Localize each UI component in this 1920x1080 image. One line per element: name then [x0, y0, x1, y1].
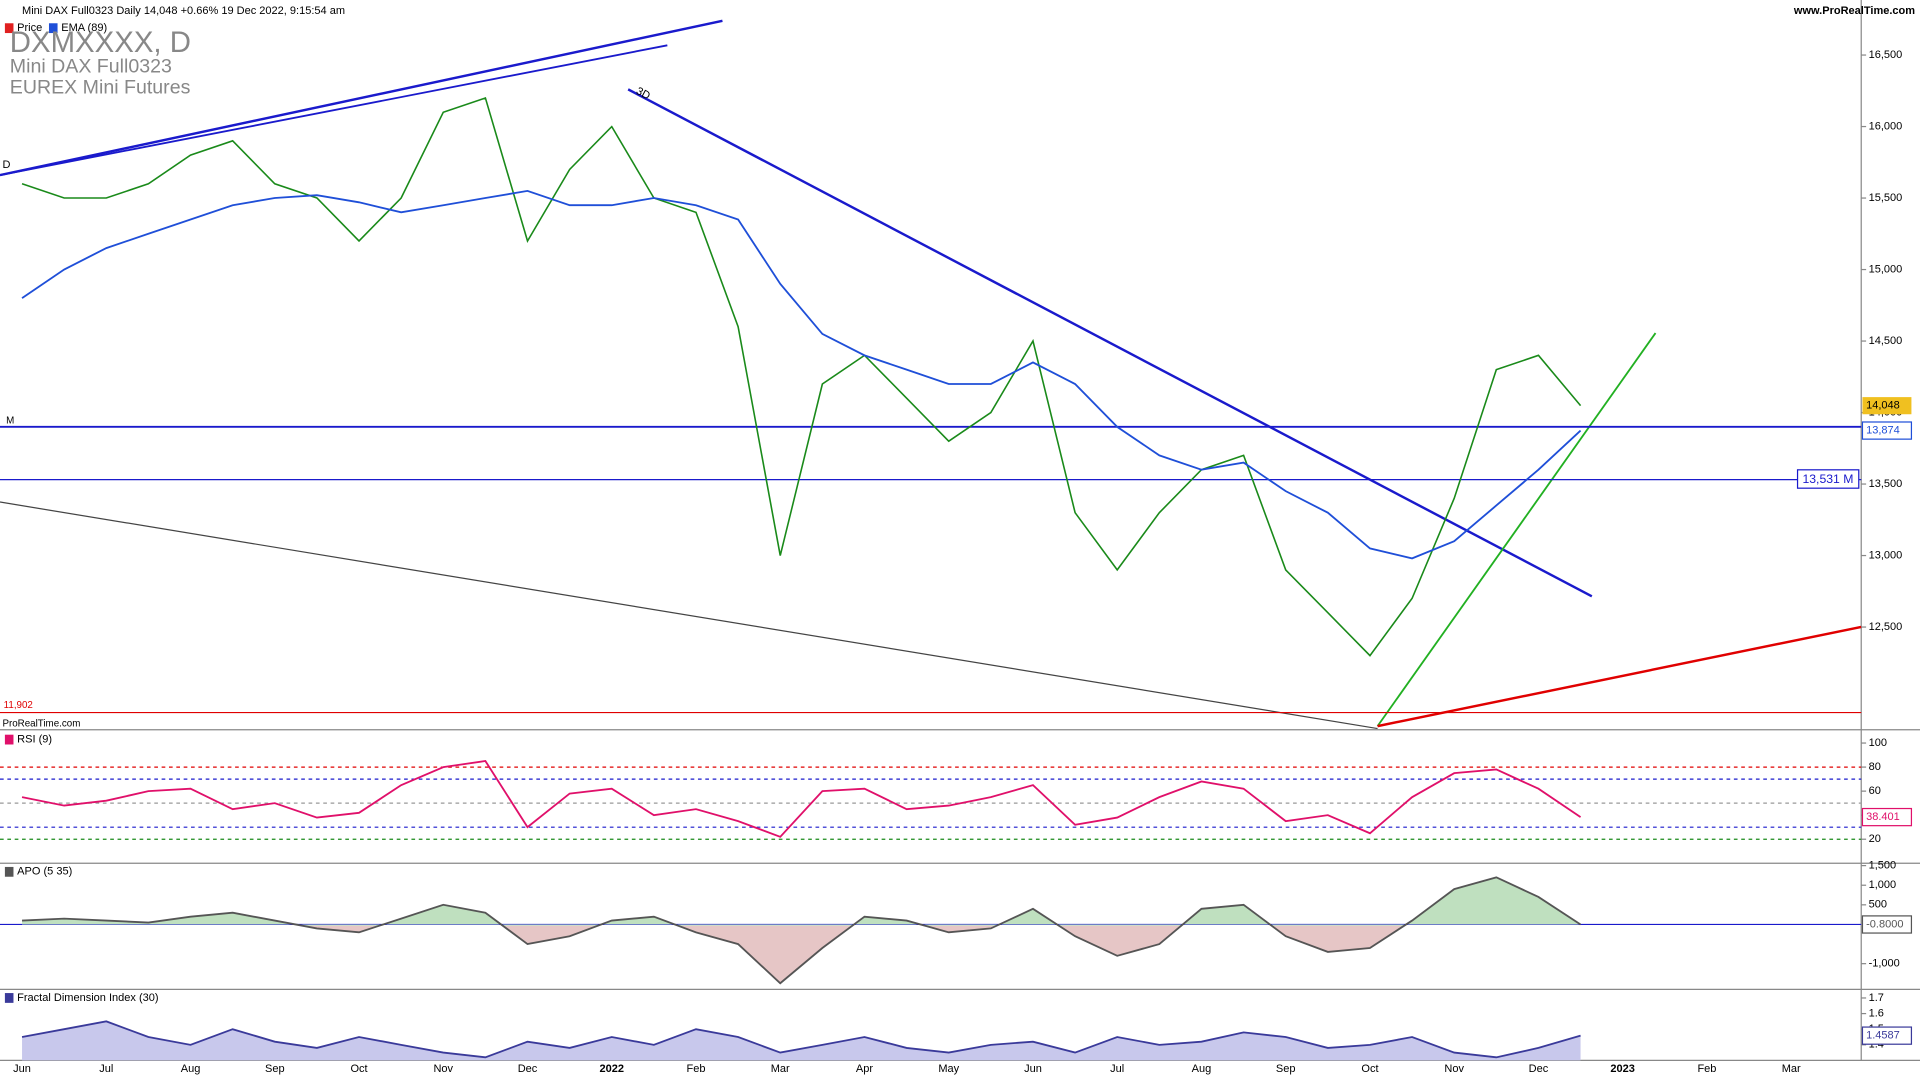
trendline: [0, 19, 723, 177]
last-value-box: [1861, 1026, 1913, 1045]
y-tick-label: 20: [1869, 833, 1881, 845]
y-tick-label: 500: [1869, 899, 1887, 911]
series-line: [21, 876, 1582, 985]
x-tick-label: Jun: [13, 1063, 31, 1075]
panel-title: RSI (9): [17, 733, 52, 745]
x-tick-label: Jul: [1110, 1063, 1124, 1075]
y-tick-label: 1,500: [1869, 860, 1897, 872]
y-tick-label: -1,000: [1869, 958, 1900, 970]
area-negative: [302, 925, 1405, 984]
x-tick-label: Mar: [1782, 1063, 1801, 1075]
trendline: [0, 501, 1378, 730]
y-tick-label: 16,000: [1869, 120, 1903, 132]
y-tick-label: 1.6: [1869, 1007, 1884, 1019]
legend-entry: Price: [17, 22, 42, 34]
last-value-box: [1861, 915, 1913, 934]
y-tick-label: 14,500: [1869, 335, 1903, 347]
header-site: www.ProRealTime.com: [1793, 5, 1915, 17]
series-line: [21, 1020, 1581, 1059]
legend-swatch: [48, 23, 58, 34]
x-tick-label: Nov: [433, 1063, 453, 1075]
y-tick-label: 100: [1869, 737, 1887, 749]
series-line: [21, 96, 1582, 657]
x-tick-label: Dec: [1529, 1063, 1549, 1075]
hline-label-box: [1796, 469, 1860, 489]
last-value-box: [1861, 421, 1913, 440]
x-tick-label: 2022: [599, 1063, 624, 1075]
last-value-box: [1862, 397, 1912, 415]
instrument: Mini DAX Full0323: [10, 56, 172, 78]
y-tick-label: 60: [1869, 785, 1881, 797]
x-tick-label: Aug: [1192, 1063, 1212, 1075]
trendline: [1377, 625, 1862, 728]
x-tick-label: Feb: [1697, 1063, 1716, 1075]
x-tick-label: Apr: [856, 1063, 873, 1075]
panel-title-swatch: [4, 866, 14, 877]
last-value-label: 1.4587: [1866, 1030, 1900, 1042]
legend-swatch: [4, 23, 14, 34]
exchange: EUREX Mini Futures: [10, 76, 191, 98]
x-tick-label: Jul: [99, 1063, 113, 1075]
panel-title-swatch: [4, 993, 14, 1003]
legend-entry: EMA (89): [61, 22, 107, 34]
x-tick-label: Sep: [265, 1063, 285, 1075]
x-tick-label: Oct: [1361, 1063, 1378, 1075]
y-tick-label: 13,000: [1869, 549, 1903, 561]
trendline: [0, 44, 668, 177]
drawing-label: 3D: [634, 85, 652, 102]
area: [22, 1021, 1581, 1061]
hline-label: 13,531 M: [1802, 472, 1853, 486]
x-tick-label: Jun: [1024, 1063, 1042, 1075]
x-tick-label: Nov: [1444, 1063, 1464, 1075]
x-tick-label: Sep: [1276, 1063, 1296, 1075]
y-tick-label: 13,500: [1869, 478, 1903, 490]
symbol: DXMXXXX, D: [10, 26, 191, 59]
watermark: ProRealTime.com: [2, 718, 80, 729]
y-tick-label: 15,000: [1869, 263, 1903, 275]
series-line: [21, 189, 1582, 560]
y-tick-label: 16,500: [1869, 49, 1903, 61]
last-value-label: 13,874: [1866, 424, 1900, 436]
x-tick-label: Aug: [181, 1063, 201, 1075]
x-tick-label: May: [938, 1063, 959, 1075]
trendline: [627, 88, 1593, 598]
y-tick-label: 1,000: [1869, 879, 1897, 891]
hline-label: M: [6, 415, 14, 426]
last-value-label: -0.8000: [1866, 918, 1903, 930]
x-tick-label: Feb: [687, 1063, 706, 1075]
last-value-label: 14,048: [1866, 400, 1900, 412]
last-value-box: [1861, 807, 1913, 827]
y-tick-label: 12,500: [1869, 621, 1903, 633]
header-title: Mini DAX Full0323 Daily 14,048 +0.66% 19…: [22, 5, 345, 17]
x-tick-label: 2023: [1610, 1063, 1635, 1075]
y-tick-label: 80: [1869, 761, 1881, 773]
x-tick-label: Oct: [350, 1063, 367, 1075]
panel-title: Fractal Dimension Index (30): [17, 992, 158, 1004]
panel-title-swatch: [4, 734, 14, 745]
panel-title: APO (5 35): [17, 866, 72, 878]
x-tick-label: Mar: [771, 1063, 790, 1075]
last-value-label: 38.401: [1866, 811, 1900, 823]
trendline: [1376, 332, 1657, 727]
y-tick-label: 1.7: [1869, 992, 1884, 1004]
x-tick-label: Dec: [518, 1063, 538, 1075]
y-tick-label: 15,500: [1869, 192, 1903, 204]
drawing-label: D: [2, 159, 10, 171]
series-line: [21, 760, 1582, 838]
hline-label: 11,902: [4, 700, 33, 711]
area-positive: [22, 877, 1581, 926]
